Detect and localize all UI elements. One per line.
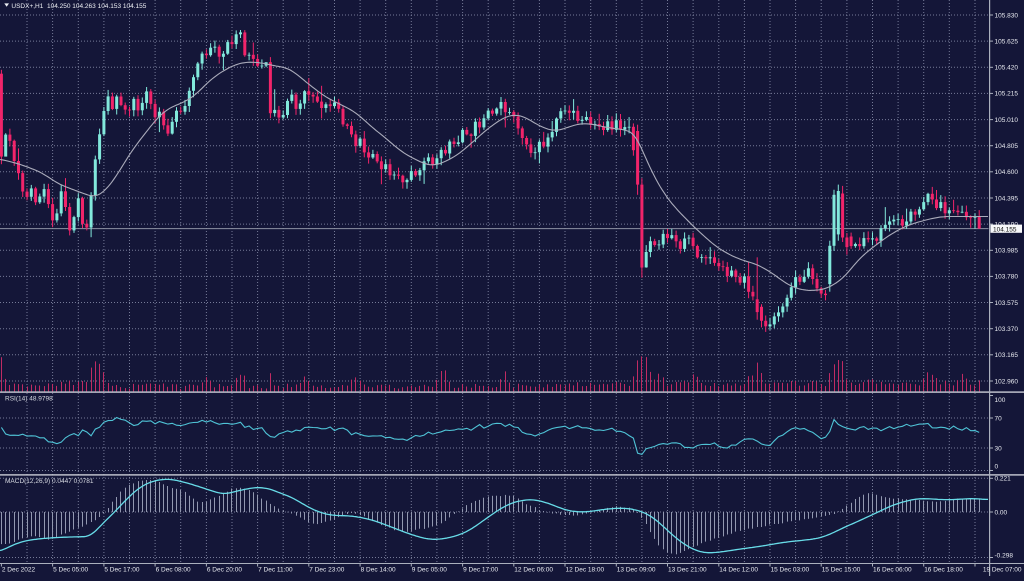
svg-text:13 Dec 21:00: 13 Dec 21:00 (668, 567, 707, 574)
svg-text:8 Dec 14:00: 8 Dec 14:00 (361, 567, 396, 574)
svg-text:70: 70 (995, 415, 1003, 422)
svg-text:104.155: 104.155 (993, 226, 1017, 233)
svg-text:RSI(14) 48.9798: RSI(14) 48.9798 (5, 396, 53, 403)
svg-text:100: 100 (995, 397, 1006, 404)
svg-text:9 Dec 17:00: 9 Dec 17:00 (463, 567, 498, 574)
svg-text:9 Dec 05:00: 9 Dec 05:00 (412, 567, 447, 574)
svg-text:14 Dec 12:00: 14 Dec 12:00 (719, 567, 758, 574)
svg-text:103.575: 103.575 (995, 300, 1019, 307)
svg-text:104.600: 104.600 (995, 169, 1019, 176)
svg-text:103.780: 103.780 (995, 274, 1019, 281)
svg-text:0.221: 0.221 (995, 476, 1012, 483)
svg-text:104.805: 104.805 (995, 143, 1019, 150)
svg-text:0.00: 0.00 (995, 509, 1008, 516)
svg-text:103.370: 103.370 (995, 326, 1019, 333)
svg-text:19 Dec 07:00: 19 Dec 07:00 (983, 567, 1022, 574)
svg-text:103.985: 103.985 (995, 248, 1019, 255)
svg-text:105.830: 105.830 (995, 12, 1019, 19)
svg-text:105.420: 105.420 (995, 65, 1019, 72)
svg-text:12 Dec 18:00: 12 Dec 18:00 (566, 567, 605, 574)
svg-text:30: 30 (995, 445, 1003, 452)
svg-text:0: 0 (995, 463, 999, 470)
svg-text:USDX+,H1 104.250 104.263 104.: USDX+,H1 104.250 104.263 104.153 104.155 (11, 3, 146, 10)
svg-text:12 Dec 06:00: 12 Dec 06:00 (514, 567, 553, 574)
svg-text:5 Dec 17:00: 5 Dec 17:00 (104, 567, 139, 574)
svg-text:105.625: 105.625 (995, 38, 1019, 45)
svg-text:16 Dec 06:00: 16 Dec 06:00 (873, 567, 912, 574)
svg-text:7 Dec 23:00: 7 Dec 23:00 (309, 567, 344, 574)
svg-text:13 Dec 09:00: 13 Dec 09:00 (617, 567, 656, 574)
svg-text:15 Dec 03:00: 15 Dec 03:00 (771, 567, 810, 574)
svg-text:6 Dec 08:00: 6 Dec 08:00 (156, 567, 191, 574)
svg-text:16 Dec 18:00: 16 Dec 18:00 (924, 567, 963, 574)
svg-text:2 Dec 2022: 2 Dec 2022 (2, 567, 36, 574)
svg-text:105.010: 105.010 (995, 117, 1019, 124)
svg-text:104.395: 104.395 (995, 195, 1019, 202)
svg-text:102.960: 102.960 (995, 378, 1019, 385)
svg-text:5 Dec 05:00: 5 Dec 05:00 (53, 567, 88, 574)
svg-text:-0.298: -0.298 (995, 553, 1014, 560)
svg-text:105.215: 105.215 (995, 91, 1019, 98)
svg-text:MACD(12,26,9) 0.0447 0.0781: MACD(12,26,9) 0.0447 0.0781 (5, 478, 94, 485)
svg-text:15 Dec 15:00: 15 Dec 15:00 (822, 567, 861, 574)
svg-text:103.165: 103.165 (995, 352, 1019, 359)
svg-text:7 Dec 11:00: 7 Dec 11:00 (258, 567, 293, 574)
svg-text:6 Dec 20:00: 6 Dec 20:00 (207, 567, 242, 574)
